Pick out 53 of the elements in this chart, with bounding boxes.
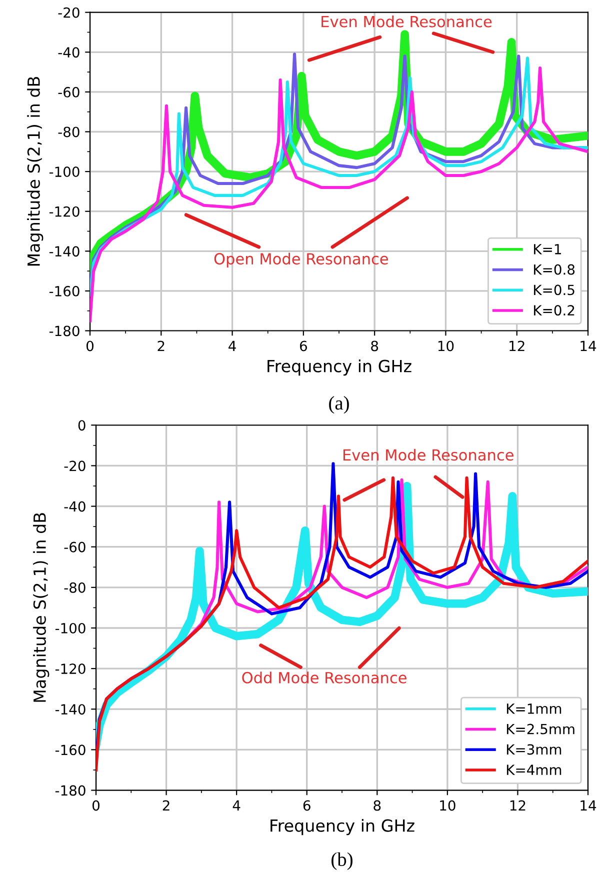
- y-axis-title: Magnitude S(2,1) in dB: [33, 513, 50, 702]
- x-tick-label: 6: [300, 340, 307, 352]
- y-tick-label: -160: [55, 744, 86, 756]
- y-tick-label: -40: [58, 47, 80, 58]
- y-tick-label: -100: [55, 622, 86, 634]
- legend-label: K=2.5mm: [506, 724, 574, 734]
- y-tick-label: -20: [58, 7, 80, 18]
- x-tick-label: 10: [440, 800, 456, 811]
- y-tick-label: -140: [55, 704, 86, 715]
- x-axis-title: Frequency in GHz: [268, 359, 412, 376]
- x-tick-label: 8: [371, 340, 378, 352]
- y-axis-title: Magnitude S(2,1) in dB: [27, 76, 44, 266]
- y-tick-label: -180: [55, 785, 86, 796]
- x-tick-label: 6: [303, 800, 310, 811]
- text: (a): [329, 396, 349, 414]
- y-tick-label: -120: [49, 206, 80, 217]
- annotation: Even Mode Resonance: [322, 16, 492, 28]
- legend-label: K=3mm: [506, 744, 562, 755]
- x-tick-label: 8: [374, 800, 381, 811]
- legend-label: K=0.5: [534, 284, 574, 296]
- y-tick-label: -80: [64, 582, 86, 593]
- x-tick-label: 4: [232, 800, 240, 811]
- x-tick-label: 2: [158, 340, 164, 352]
- text: (b): [332, 852, 352, 870]
- legend-label: K=1mm: [506, 704, 562, 714]
- x-tick-label: 4: [228, 340, 236, 352]
- y-tick-label: -120: [55, 664, 86, 674]
- x-tick-label: 0: [86, 340, 94, 352]
- x-axis-title: Frequency in GHz: [270, 818, 414, 836]
- y-tick-label: -160: [49, 286, 80, 296]
- y-tick-label: -80: [58, 126, 80, 138]
- y-tick-label: 0: [78, 420, 86, 431]
- x-tick-label: 2: [162, 800, 170, 811]
- y-tick-label: -40: [64, 501, 86, 512]
- y-tick-label: -20: [64, 460, 86, 472]
- annotation: Open Mode Resonance: [214, 252, 388, 268]
- x-tick-label: 14: [580, 340, 596, 352]
- y-tick-label: -180: [49, 326, 80, 336]
- legend-label: K=0.8: [534, 264, 575, 275]
- x-tick-label: 0: [92, 800, 100, 811]
- y-tick-label: -60: [58, 86, 80, 98]
- annotation: Odd Mode Resonance: [242, 672, 406, 684]
- x-tick-label: 10: [438, 340, 454, 352]
- x-tick-label: 12: [510, 340, 524, 352]
- y-tick-label: -140: [49, 246, 80, 257]
- annotation: Even Mode Resonance: [343, 448, 514, 461]
- x-tick-label: 14: [580, 800, 596, 811]
- y-tick-label: -60: [64, 542, 86, 552]
- legend-label: K=1: [534, 244, 561, 254]
- legend-label: K=0.2: [534, 305, 574, 316]
- legend-label: K=4mm: [506, 764, 562, 775]
- x-tick-label: 12: [510, 800, 526, 811]
- y-tick-label: -100: [49, 166, 80, 178]
